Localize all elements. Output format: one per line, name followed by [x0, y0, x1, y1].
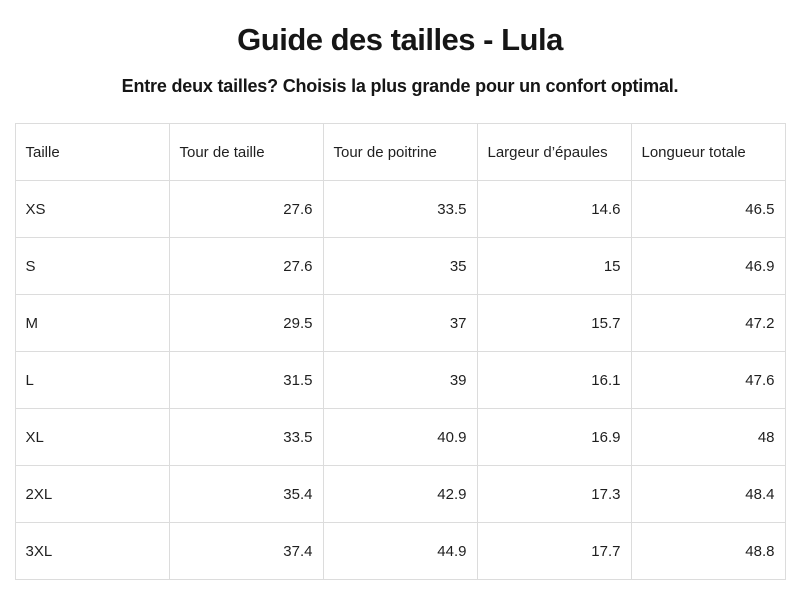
column-header: Tour de poitrine: [322, 123, 478, 181]
measurement-cell: 35.4: [168, 465, 324, 523]
table-row: 2XL 35.4 42.9 17.3 48.4: [14, 465, 786, 523]
measurement-cell: 27.6: [168, 180, 324, 238]
measurement-cell: 47.6: [630, 351, 786, 409]
table-row: L 31.5 39 16.1 47.6: [14, 351, 786, 409]
column-header: Longueur totale: [630, 123, 786, 181]
measurement-cell: 48.4: [630, 465, 786, 523]
measurement-cell: 29.5: [168, 294, 324, 352]
measurement-cell: 14.6: [476, 180, 632, 238]
table-body: XS 27.6 33.5 14.6 46.5 S 27.6 35 15 46.9 M 29.5 37 15…: [14, 180, 786, 580]
column-header: Tour de taille: [168, 123, 324, 181]
measurement-cell: 33.5: [168, 408, 324, 466]
table-head: Taille Tour de taille Tour de poitrine Larg…: [14, 123, 786, 181]
size-label-cell: M: [14, 294, 170, 352]
measurement-cell: 16.1: [476, 351, 632, 409]
size-label-cell: L: [14, 351, 170, 409]
page-subtitle: Entre deux tailles? Choisis la plus gran…: [121, 76, 679, 96]
measurement-cell: 37.4: [168, 522, 324, 580]
measurement-cell: 27.6: [168, 237, 324, 295]
size-label-cell: XS: [14, 180, 170, 238]
measurement-cell: 17.7: [476, 522, 632, 580]
measurement-cell: 39: [322, 351, 478, 409]
column-header: Largeur d’épaules: [476, 123, 632, 181]
table-row: S 27.6 35 15 46.9: [14, 237, 786, 295]
column-header: Taille: [14, 123, 170, 181]
size-label-cell: XL: [14, 408, 170, 466]
size-label-cell: 3XL: [14, 522, 170, 580]
measurement-cell: 46.5: [630, 180, 786, 238]
page-title: Guide des tailles - Lula: [237, 22, 563, 57]
measurement-cell: 37: [322, 294, 478, 352]
measurement-cell: 40.9: [322, 408, 478, 466]
measurement-cell: 35: [322, 237, 478, 295]
measurement-cell: 17.3: [476, 465, 632, 523]
table-header-row: Taille Tour de taille Tour de poitrine Larg…: [14, 123, 786, 181]
table-row: M 29.5 37 15.7 47.2: [14, 294, 786, 352]
measurement-cell: 47.2: [630, 294, 786, 352]
measurement-cell: 16.9: [476, 408, 632, 466]
measurement-cell: 48: [630, 408, 786, 466]
table-row: XS 27.6 33.5 14.6 46.5: [14, 180, 786, 238]
measurement-cell: 46.9: [630, 237, 786, 295]
measurement-cell: 15.7: [476, 294, 632, 352]
size-label-cell: S: [14, 237, 170, 295]
size-label-cell: 2XL: [14, 465, 170, 523]
size-guide-table: Taille Tour de taille Tour de poitrine Larg…: [14, 123, 786, 580]
measurement-cell: 15: [476, 237, 632, 295]
measurement-cell: 48.8: [630, 522, 786, 580]
table-row: 3XL 37.4 44.9 17.7 48.8: [14, 522, 786, 580]
measurement-cell: 31.5: [168, 351, 324, 409]
table-row: XL 33.5 40.9 16.9 48: [14, 408, 786, 466]
measurement-cell: 42.9: [322, 465, 478, 523]
measurement-cell: 33.5: [322, 180, 478, 238]
measurement-cell: 44.9: [322, 522, 478, 580]
